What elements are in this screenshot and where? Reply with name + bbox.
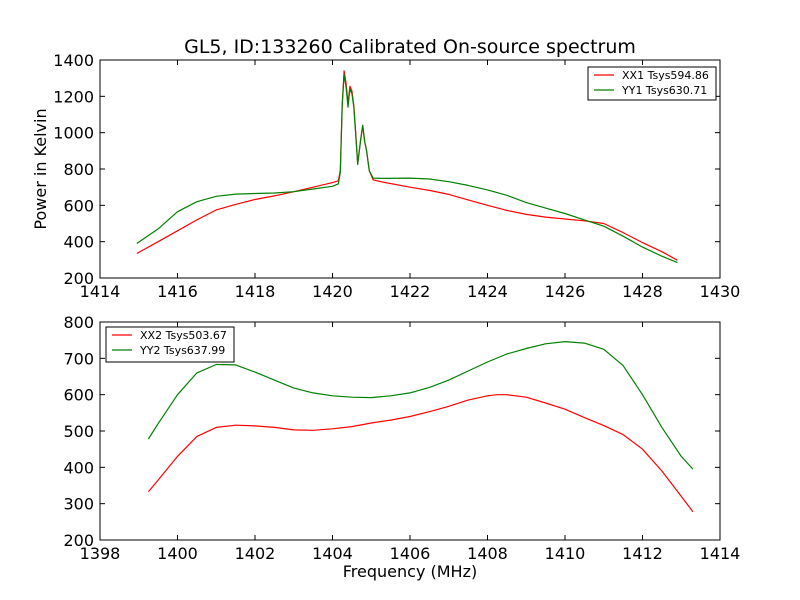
x-tick-label: 1412: [622, 544, 663, 563]
x-tick-label: 1426: [545, 282, 586, 301]
y-tick-label: 200: [63, 269, 94, 288]
legend: XX1 Tsys594.86 YY1 Tsys630.71: [587, 66, 717, 101]
y-tick-label: 1000: [53, 124, 94, 143]
x-tick-label: 1422: [390, 282, 431, 301]
x-tick-label: 1414: [80, 282, 121, 301]
x-tick-label: 1406: [390, 544, 431, 563]
x-tick-label: 1410: [545, 544, 586, 563]
x-tick-label: 1402: [235, 544, 276, 563]
y-tick-label: 500: [63, 422, 94, 441]
x-tick-label: 1424: [467, 282, 508, 301]
legend-label: YY1 Tsys630.71: [621, 84, 707, 97]
series-line-1-2: [136, 73, 678, 264]
legend-label: YY2 Tsys637.99: [139, 344, 225, 357]
x-tick-label: 1428: [622, 282, 663, 301]
x-axis-title: Frequency (MHz): [343, 562, 477, 581]
y-tick-label: 400: [63, 458, 94, 477]
x-tick-label: 1418: [235, 282, 276, 301]
legend-box: [587, 66, 717, 101]
y-tick-label: 300: [63, 495, 94, 514]
series-line-2-2: [147, 341, 694, 470]
x-tick-label: 1400: [157, 544, 198, 563]
chart-title: GL5, ID:133260 Calibrated On-source spec…: [184, 36, 636, 58]
x-tick-label: 1420: [312, 282, 353, 301]
y-tick-label: 800: [63, 160, 94, 179]
x-tick-label: 1430: [700, 282, 741, 301]
legend: XX2 Tsys503.67 YY2 Tsys637.99: [105, 326, 235, 363]
y-tick-label: 600: [63, 196, 94, 215]
panel-1: 1414 1416 1418 1420 1422 1424 1426 1428 1430 200 4…: [31, 51, 740, 301]
series-line-2-1: [147, 394, 694, 513]
y-tick-label: 1200: [53, 87, 94, 106]
y-axis-title: Power in Kelvin: [31, 108, 50, 229]
y-tick-label: 800: [63, 313, 94, 332]
panel-2: 1398 1400 1402 1404 1406 1408 1410 1412 1414 200 3…: [63, 313, 740, 563]
y-tick-label: 400: [63, 233, 94, 252]
x-tick-label: 1404: [312, 544, 353, 563]
x-tick-label: 1408: [467, 544, 508, 563]
y-tick-label: 700: [63, 349, 94, 368]
legend-label: XX1 Tsys594.86: [622, 69, 709, 82]
y-tick-label: 1400: [53, 51, 94, 70]
y-tick-label: 600: [63, 386, 94, 405]
x-tick-label: 1398: [80, 544, 121, 563]
x-tick-label: 1414: [700, 544, 741, 563]
legend-label: XX2 Tsys503.67: [140, 329, 227, 342]
legend-box: [105, 326, 235, 363]
x-tick-label: 1416: [157, 282, 198, 301]
y-tick-label: 200: [63, 531, 94, 550]
